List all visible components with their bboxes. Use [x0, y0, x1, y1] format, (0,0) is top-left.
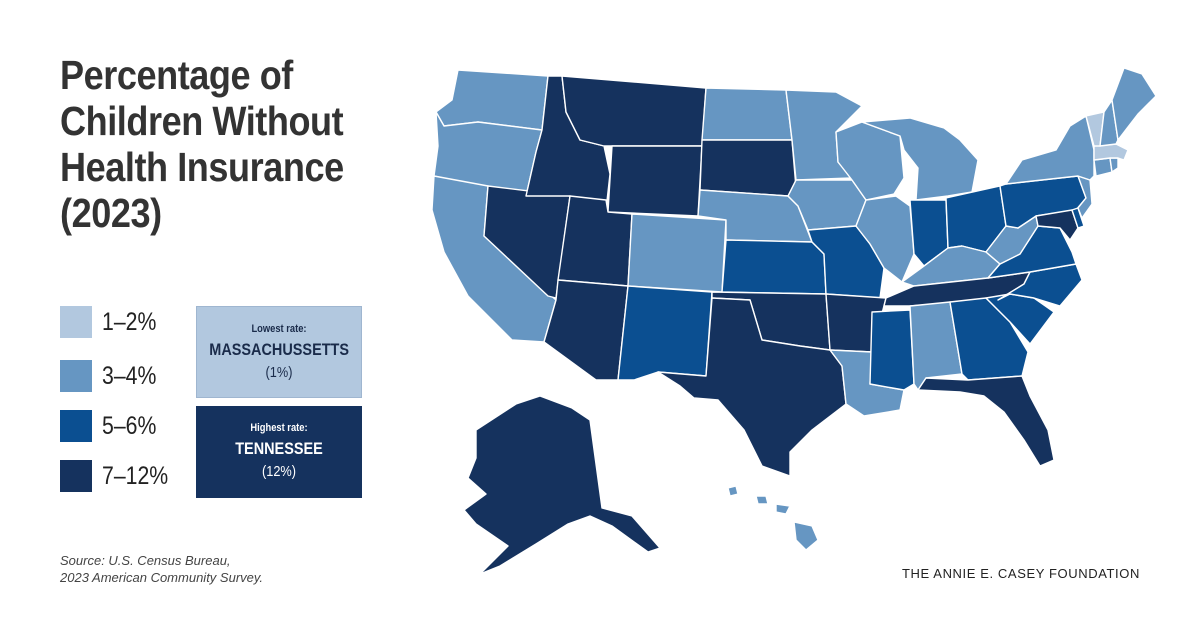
state-michigan[interactable]: [861, 117, 979, 201]
legend-item-1-2: 1–2%: [60, 306, 200, 346]
state-rhode-island[interactable]: [1109, 157, 1119, 173]
state-kansas[interactable]: [721, 239, 827, 295]
hawaii-island-maui: [775, 503, 791, 515]
source-note: Source: U.S. Census Bureau, 2023 America…: [60, 552, 360, 586]
legend-label-7-12: 7–12%: [102, 462, 169, 490]
legend-swatch-1-2: [60, 306, 92, 338]
state-north-carolina[interactable]: [997, 263, 1083, 307]
legend-item-5-6: 5–6%: [60, 410, 200, 450]
lowest-rate-callout: Lowest rate: MASSACHUSSETTS (1%): [196, 306, 362, 398]
legend-label-3-4: 3–4%: [102, 362, 157, 390]
state-colorado[interactable]: [627, 213, 727, 293]
state-texas[interactable]: [657, 297, 847, 477]
state-delaware[interactable]: [1071, 207, 1085, 229]
hawaii-island-kauai: [727, 485, 739, 497]
state-new-york[interactable]: [1005, 115, 1095, 185]
highest-rate-callout: Highest rate: TENNESSEE (12%): [196, 406, 362, 498]
state-alaska[interactable]: [463, 395, 661, 575]
state-massachusetts[interactable]: [1093, 143, 1129, 161]
highest-rate-value: (12%): [261, 463, 296, 480]
state-north-dakota[interactable]: [701, 87, 793, 141]
legend-swatch-5-6: [60, 410, 92, 442]
legend-swatch-3-4: [60, 360, 92, 392]
hawaii-island-oahu: [755, 495, 769, 505]
state-montana[interactable]: [561, 75, 707, 147]
state-arizona[interactable]: [543, 279, 629, 381]
legend-label-1-2: 1–2%: [102, 308, 157, 336]
hawaii-island-big-island: [793, 521, 819, 551]
lowest-rate-caption: Lowest rate:: [251, 323, 307, 335]
state-connecticut[interactable]: [1093, 157, 1113, 177]
legend-label-5-6: 5–6%: [102, 412, 157, 440]
state-new-mexico[interactable]: [617, 285, 713, 381]
state-hawaii[interactable]: [727, 485, 819, 551]
source-line-1: Source: U.S. Census Bureau,: [60, 553, 231, 568]
state-washington[interactable]: [435, 69, 549, 131]
state-wyoming[interactable]: [607, 145, 703, 217]
page-title: Percentage of Children Without Health In…: [60, 52, 344, 236]
source-line-2: 2023 American Community Survey.: [60, 570, 264, 585]
legend-swatch-7-12: [60, 460, 92, 492]
highest-rate-caption: Highest rate:: [250, 422, 308, 434]
state-florida[interactable]: [917, 375, 1055, 467]
lowest-rate-state: MASSACHUSSETTS: [209, 340, 350, 359]
state-mississippi[interactable]: [869, 309, 915, 391]
state-maine[interactable]: [1111, 67, 1157, 141]
state-south-dakota[interactable]: [699, 139, 797, 197]
legend-item-7-12: 7–12%: [60, 460, 200, 500]
lowest-rate-value: (1%): [265, 364, 293, 381]
highest-rate-state: TENNESSEE: [235, 439, 323, 458]
legend-item-3-4: 3–4%: [60, 360, 200, 400]
foundation-logo-text: THE ANNIE E. CASEY FOUNDATION: [902, 566, 1140, 581]
